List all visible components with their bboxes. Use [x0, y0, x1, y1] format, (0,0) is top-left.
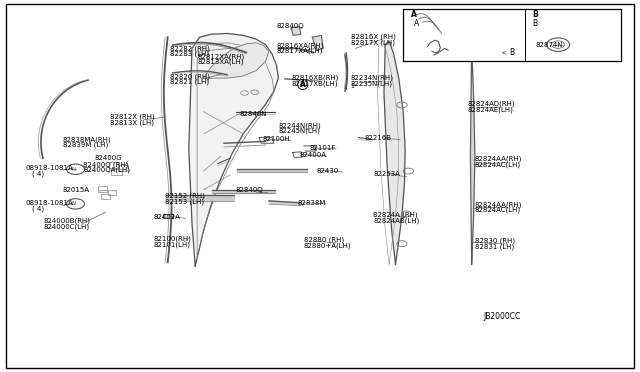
Bar	[98, 186, 107, 192]
Text: B: B	[532, 10, 538, 19]
Text: 82152 (RH): 82152 (RH)	[165, 192, 205, 199]
Text: 82840N: 82840N	[240, 111, 268, 117]
Text: 824000B(RH): 824000B(RH)	[44, 218, 90, 224]
Text: 82830 (RH): 82830 (RH)	[475, 238, 515, 244]
Polygon shape	[291, 27, 301, 35]
Bar	[111, 169, 122, 175]
Polygon shape	[312, 35, 323, 50]
Text: A: A	[411, 10, 417, 19]
Text: 82816XB(RH): 82816XB(RH)	[291, 75, 339, 81]
Text: 82840Q: 82840Q	[236, 187, 263, 193]
Text: B: B	[532, 19, 538, 28]
Text: 82824AC(LH): 82824AC(LH)	[475, 161, 521, 168]
Text: 82880+A(LH): 82880+A(LH)	[304, 242, 351, 249]
Text: 82400G: 82400G	[95, 155, 122, 161]
Text: 82831 (LH): 82831 (LH)	[475, 243, 514, 250]
Text: 82283 (LH): 82283 (LH)	[170, 51, 209, 57]
Text: 82235N(LH): 82235N(LH)	[351, 80, 393, 87]
Text: 82816X (RH): 82816X (RH)	[351, 34, 396, 41]
Text: 82812XA(RH): 82812XA(RH)	[197, 53, 244, 60]
Text: 82101F: 82101F	[309, 145, 335, 151]
Text: 82245N(LH): 82245N(LH)	[278, 128, 320, 134]
Text: 82402A: 82402A	[154, 214, 180, 219]
Polygon shape	[166, 196, 234, 200]
Text: 1: 1	[351, 84, 355, 89]
Bar	[403, 9, 621, 61]
Text: 82400A: 82400A	[300, 152, 326, 158]
Polygon shape	[384, 41, 405, 264]
Text: 82817XA(LH): 82817XA(LH)	[276, 48, 323, 54]
Text: 82244N(RH): 82244N(RH)	[278, 122, 321, 129]
Bar	[118, 165, 128, 171]
Text: 824000C(LH): 824000C(LH)	[44, 223, 90, 230]
Text: 08918-1081A: 08918-1081A	[26, 200, 74, 206]
Text: 82824AA(RH): 82824AA(RH)	[475, 156, 522, 163]
Text: ( 4): ( 4)	[32, 205, 44, 212]
Text: 82100H: 82100H	[262, 136, 290, 142]
Text: 82880 (RH): 82880 (RH)	[304, 237, 344, 243]
Text: N: N	[72, 201, 76, 206]
Text: JB2000CC: JB2000CC	[483, 312, 520, 321]
Text: 82400QA(LH): 82400QA(LH)	[83, 167, 130, 173]
Text: 82216B: 82216B	[365, 135, 392, 141]
Bar	[108, 190, 116, 195]
Text: 82812X (RH): 82812X (RH)	[110, 114, 155, 121]
Text: 82840Q: 82840Q	[276, 23, 304, 29]
Text: 82820 (RH): 82820 (RH)	[170, 73, 210, 80]
Text: 82824AB(LH): 82824AB(LH)	[373, 217, 419, 224]
Polygon shape	[470, 46, 475, 264]
Text: 82824AA(RH): 82824AA(RH)	[475, 201, 522, 208]
Text: 82839M (LH): 82839M (LH)	[63, 142, 108, 148]
Text: 08918-1081A: 08918-1081A	[26, 165, 74, 171]
Text: 82813X (LH): 82813X (LH)	[110, 119, 154, 126]
Text: 82824AD(RH): 82824AD(RH)	[467, 101, 515, 108]
Text: 82015A: 82015A	[63, 187, 90, 193]
Text: 82821 (LH): 82821 (LH)	[170, 78, 209, 85]
Text: 82100(RH): 82100(RH)	[154, 235, 191, 242]
Text: B: B	[503, 48, 514, 57]
Text: 82817XB(LH): 82817XB(LH)	[291, 80, 338, 87]
Polygon shape	[204, 43, 269, 78]
Bar	[109, 162, 119, 168]
Text: A: A	[414, 19, 419, 28]
Text: 82824AE(LH): 82824AE(LH)	[467, 106, 513, 113]
Text: N: N	[72, 167, 76, 172]
Text: 82282 (RH): 82282 (RH)	[170, 45, 209, 52]
Text: 82813XA(LH): 82813XA(LH)	[197, 59, 244, 65]
Text: 82400Q (RH): 82400Q (RH)	[83, 161, 129, 168]
Text: 82838M: 82838M	[298, 200, 326, 206]
Text: 82153 (LH): 82153 (LH)	[165, 198, 204, 205]
Text: A: A	[300, 80, 306, 89]
Text: 82824A (RH): 82824A (RH)	[373, 212, 418, 218]
Polygon shape	[189, 33, 278, 266]
Text: 82874N: 82874N	[535, 42, 563, 48]
Text: 82817X (LH): 82817X (LH)	[351, 39, 395, 46]
Text: ( 4): ( 4)	[32, 170, 44, 177]
Text: 82816XA(RH): 82816XA(RH)	[276, 42, 324, 49]
Text: 82838MA(RH): 82838MA(RH)	[63, 136, 111, 143]
Text: 82234N(RH): 82234N(RH)	[351, 75, 394, 81]
Bar	[101, 194, 110, 199]
Polygon shape	[269, 201, 302, 205]
Text: 82101(LH): 82101(LH)	[154, 241, 191, 248]
Text: 82253A: 82253A	[373, 171, 400, 177]
Text: 82824AC(LH): 82824AC(LH)	[475, 207, 521, 214]
Text: 82430: 82430	[317, 168, 339, 174]
